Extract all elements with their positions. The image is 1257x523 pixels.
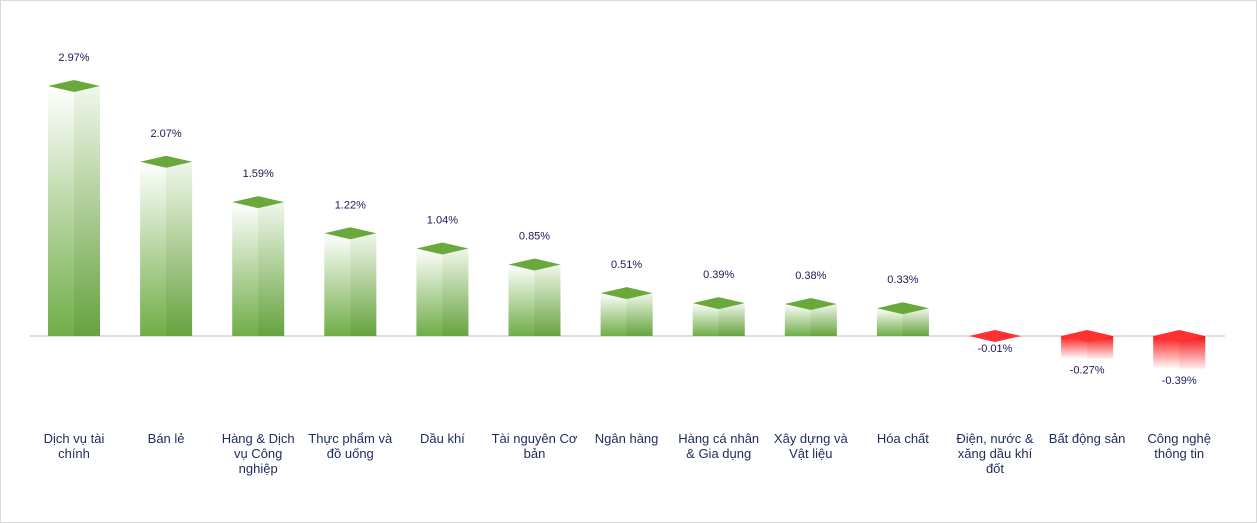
bar-top [232,196,285,209]
bar-side [1179,336,1206,369]
value-label: 1.04% [427,214,458,226]
bar-top [876,302,929,315]
value-label: 0.85% [519,230,550,242]
bar-top [508,258,561,271]
x-tick-label: Bán lẻ [147,431,185,446]
bar-side [258,202,285,336]
value-label: 0.38% [795,270,826,282]
value-label: -0.39% [1162,375,1197,387]
x-tick-label: Ngân hàng [594,431,659,446]
x-tick-label: Tài nguyên Cơ bản [491,431,578,461]
x-tick-label: Thực phẩm và đồ uống [308,431,393,461]
bar-side [534,264,561,336]
value-label: 2.97% [58,52,89,64]
x-tick-label: Hàng cá nhân & Gia dụng [678,431,760,461]
x-tick-label: Dịch vụ tài chính [43,431,105,461]
x-tick-label: Công nghệ thông tin [1147,431,1211,461]
value-label: 0.33% [887,274,918,286]
value-label: 1.59% [243,168,274,180]
bar-side [626,293,653,336]
bar-top [416,242,469,255]
bar-top [969,330,1021,342]
bar-side [718,303,745,336]
bar-top [1061,330,1114,342]
bar-side [1087,336,1114,359]
bar-side [350,233,377,336]
bar-top [600,287,653,300]
bar-top [48,80,100,92]
value-label: 1.22% [335,199,366,211]
value-label: -0.01% [978,343,1013,355]
bar-side [166,161,193,336]
bar-top [324,227,377,240]
value-label: 0.51% [611,259,642,271]
bar-side [442,248,469,336]
x-tick-label: Hóa chất [876,431,929,446]
bar-side [810,304,837,336]
value-label: -0.27% [1070,365,1105,377]
x-tick-label: Dầu khí [419,431,465,446]
value-label: 0.39% [703,269,734,281]
x-tick-label: Bất động sản [1048,431,1126,446]
bar-top [784,298,837,311]
bar-top [692,297,745,310]
x-tick-label: Xây dựng và Vật liệu [773,431,848,461]
x-tick-label: Điện, nước & xăng dầu khí đốt [956,431,1034,476]
x-tick-label: Hàng & Dịch vụ Công nghiệp [221,431,295,476]
bar-top [1153,330,1206,342]
value-label: 2.07% [150,128,181,140]
bar-side [74,86,100,336]
bar-top [140,155,193,168]
